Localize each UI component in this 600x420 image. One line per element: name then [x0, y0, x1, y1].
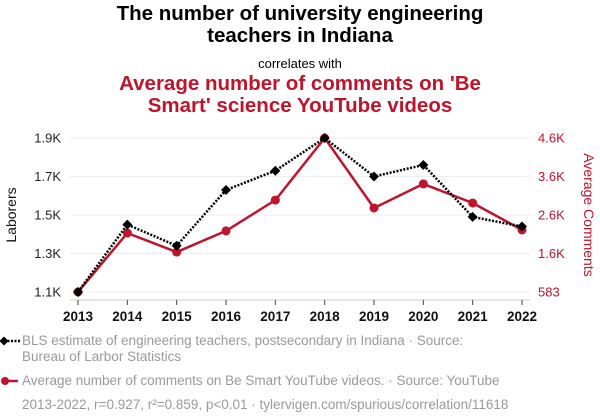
x-tick-label: 2013 — [63, 309, 94, 324]
footer-stats: 2013-2022, r=0.927, r²=0.859, p<0.01 · t… — [22, 397, 509, 412]
legend-label-series1-line1: BLS estimate of engineering teachers, po… — [22, 333, 464, 348]
y-left-tick-label: 1.9K — [34, 131, 61, 146]
x-tick-label: 2017 — [260, 309, 290, 324]
x-tick-label: 2015 — [162, 309, 193, 324]
x-tick-label: 2019 — [359, 309, 389, 324]
y-right-tick-label: 2.6K — [538, 208, 565, 223]
chart-title-line1: The number of university engineering — [116, 2, 484, 25]
chart-subtitle-line2: Smart' science YouTube videos — [147, 94, 453, 117]
series-comments-point — [418, 179, 428, 189]
y-axis-right-title: Average Comments — [581, 153, 597, 276]
series-teachers-point — [319, 133, 330, 143]
series-teachers-point — [171, 240, 182, 251]
legend-marker-series2 — [1, 377, 18, 385]
x-tick-label: 2020 — [408, 309, 438, 324]
series-comments-point — [122, 228, 132, 238]
axes: 1.1K 1.3K 1.5K 1.7K 1.9K 583 1.6K 2.6K 3.6K 4.6K 2… — [34, 131, 565, 325]
correlates-with-label: correlates with — [258, 56, 342, 71]
legend-label-series2: Average number of comments on Be Smart Y… — [22, 373, 500, 388]
y-left-tick-label: 1.5K — [34, 208, 61, 223]
y-left-tick-label: 1.3K — [34, 246, 61, 261]
series-comments-point — [221, 226, 231, 236]
grid-lines — [70, 137, 530, 293]
series-teachers-point — [221, 184, 231, 195]
y-right-tick-label: 583 — [538, 285, 560, 300]
y-right-tick-label: 1.6K — [538, 246, 565, 261]
series-teachers-line — [76, 136, 523, 293]
series-teachers-point — [369, 171, 379, 182]
legend-label-series1: BLS estimate of engineering teachers, po… — [22, 333, 463, 365]
series-comments-line — [77, 136, 523, 293]
series-teachers-point — [517, 221, 527, 232]
series-comments-point — [172, 247, 182, 257]
y-left-tick-label: 1.7K — [34, 169, 61, 184]
x-tick-label: 2014 — [112, 309, 143, 324]
x-tick-label: 2016 — [211, 309, 242, 324]
series-teachers-point — [122, 219, 133, 230]
y-right-tick-label: 3.6K — [538, 169, 565, 184]
y-left-tick-label: 1.1K — [34, 285, 61, 300]
series-teachers-point — [270, 165, 281, 176]
chart-subtitle: Average number of comments on 'Be Smart'… — [0, 73, 600, 117]
y-axis-left-title: Laborers — [3, 187, 19, 242]
series-comments-point — [270, 195, 280, 205]
x-tick-label: 2021 — [458, 309, 489, 324]
y-right-tick-label: 4.6K — [538, 131, 565, 146]
chart-title-line2: teachers in Indiana — [207, 24, 393, 47]
legend-marker-series1 — [0, 336, 21, 346]
chart-subtitle-line1: Average number of comments on 'Be — [119, 72, 481, 95]
x-tick-label: 2022 — [507, 309, 537, 324]
series-comments-point — [468, 198, 478, 208]
legend-label-series1-line2: Bureau of Larbor Statistics — [22, 349, 182, 364]
series — [73, 133, 527, 297]
series-comments-point — [369, 203, 379, 213]
chart-title: The number of university engineering tea… — [0, 3, 600, 47]
series-teachers-point — [467, 211, 478, 222]
series-teachers-point — [418, 159, 429, 170]
series-teachers-point — [73, 287, 83, 297]
x-tick-label: 2018 — [310, 309, 341, 324]
